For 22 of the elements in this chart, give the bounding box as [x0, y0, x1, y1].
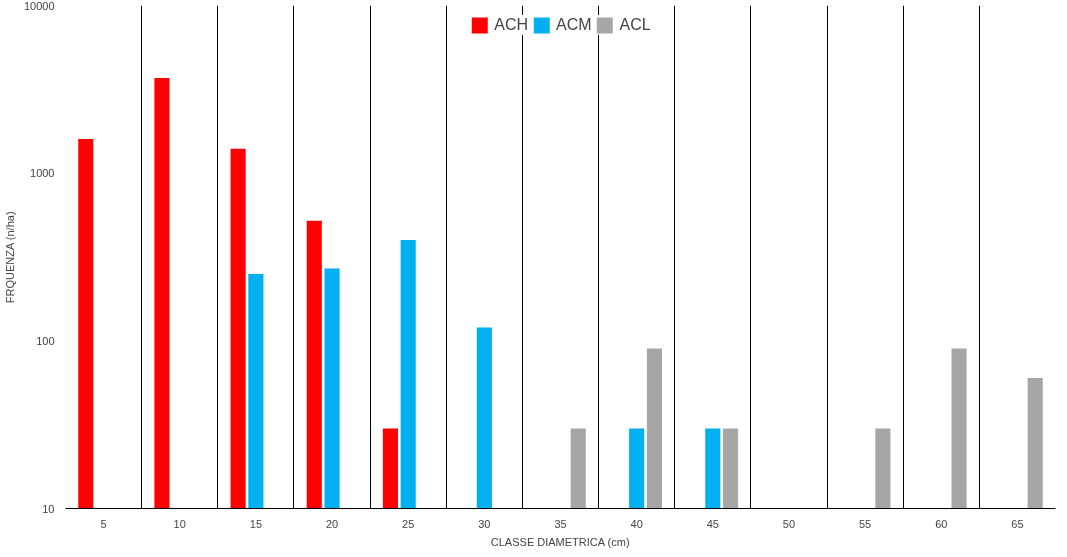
x-tick-label: 45 [706, 517, 719, 530]
x-tick-label: 40 [630, 517, 643, 530]
x-tick-label: 55 [859, 517, 872, 530]
x-tick-label: 60 [935, 517, 948, 530]
x-tick-label: 25 [402, 517, 415, 530]
x-tick-label: 20 [325, 517, 339, 530]
x-tick-label: 65 [1011, 517, 1024, 530]
legend-label: ACH [494, 16, 529, 34]
x-tick-label: 5 [100, 517, 107, 530]
y-tick-label: 1000 [30, 167, 55, 180]
x-tick-label: 50 [782, 517, 796, 530]
y-tick-label: 10 [42, 502, 55, 515]
legend-label: ACM [556, 16, 592, 34]
x-tick-label: 35 [554, 517, 567, 530]
y-tick-label: 100 [36, 334, 55, 347]
x-axis-title: CLASSE DIAMETRICA (cm) [490, 535, 630, 548]
legend-label: ACL [619, 16, 651, 34]
x-tick-label: 10 [173, 517, 186, 530]
y-axis-title: FRQUENZA (n/ha) [3, 211, 16, 304]
x-tick-label: 15 [249, 517, 263, 530]
y-tick-label: 10000 [23, 0, 55, 12]
x-tick-label: 30 [478, 517, 491, 530]
